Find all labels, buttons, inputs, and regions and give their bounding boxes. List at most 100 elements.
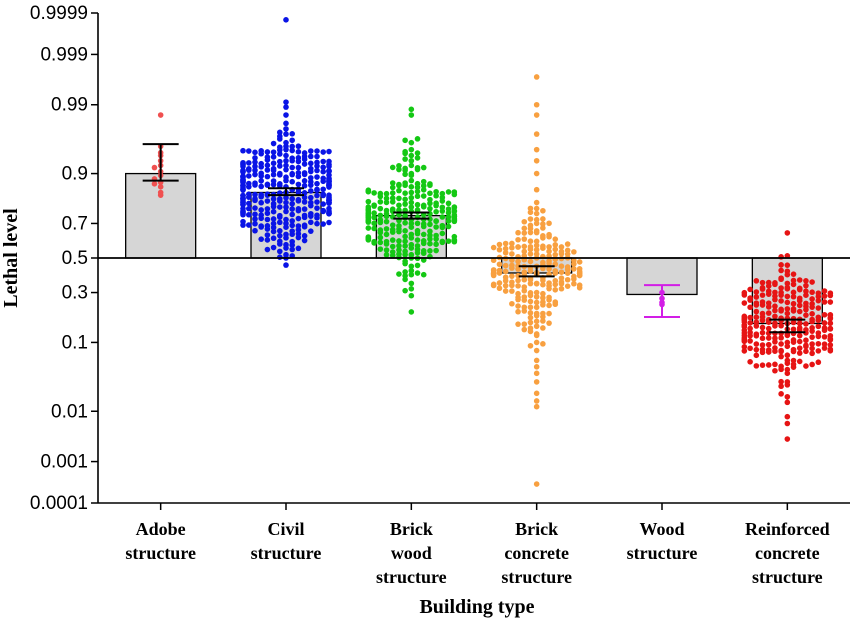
data-point	[439, 239, 446, 246]
data-point	[552, 236, 559, 242]
data-point	[747, 304, 753, 311]
data-point	[371, 214, 377, 221]
data-point	[753, 363, 760, 369]
data-point	[264, 149, 271, 155]
data-point	[295, 206, 302, 212]
data-point	[383, 195, 390, 202]
data-point	[408, 157, 415, 164]
data-point	[784, 293, 791, 300]
data-point	[326, 168, 332, 175]
data-point	[402, 251, 408, 258]
data-point	[439, 230, 446, 237]
data-point	[377, 190, 384, 197]
data-point	[289, 231, 296, 238]
data-point	[408, 189, 415, 196]
data-point	[252, 171, 258, 178]
data-point	[821, 293, 828, 299]
data-point	[772, 348, 778, 354]
data-point	[533, 289, 540, 296]
data-point	[402, 228, 408, 234]
data-point	[515, 303, 521, 309]
y-tick-label: 0.999	[40, 44, 88, 65]
data-point	[533, 331, 540, 337]
data-point	[414, 180, 421, 187]
data-point	[389, 190, 396, 196]
data-point	[420, 193, 427, 199]
data-point	[784, 366, 791, 373]
data-point	[778, 308, 784, 314]
data-point	[496, 280, 503, 286]
data-point	[396, 226, 402, 232]
data-point	[283, 194, 289, 201]
data-point	[371, 220, 377, 227]
data-point	[295, 196, 302, 203]
data-point	[289, 131, 296, 137]
data-point	[759, 329, 766, 336]
data-point	[283, 177, 289, 184]
data-point	[301, 170, 308, 176]
data-point	[753, 302, 760, 308]
data-point	[433, 188, 439, 195]
data-point	[445, 200, 452, 207]
data-point	[408, 172, 415, 179]
data-point	[445, 223, 452, 230]
data-point	[815, 305, 822, 311]
data-point	[433, 218, 439, 225]
data-point	[408, 267, 415, 274]
data-point	[540, 221, 546, 227]
data-point	[270, 149, 277, 155]
data-point	[283, 235, 289, 241]
data-point	[320, 175, 327, 182]
data-point	[314, 167, 320, 174]
data-point	[414, 207, 421, 213]
data-point	[402, 260, 408, 267]
data-point	[326, 148, 332, 155]
data-point	[765, 288, 772, 295]
bars-layer	[125, 172, 823, 325]
data-point	[784, 310, 791, 317]
data-point	[741, 348, 748, 354]
data-point	[552, 277, 559, 284]
data-point	[502, 277, 509, 284]
data-point	[552, 242, 559, 248]
data-point	[784, 262, 791, 268]
data-point	[571, 276, 577, 282]
category-label-3-0: Brick	[515, 519, 558, 539]
data-point	[420, 164, 427, 171]
data-point	[546, 320, 552, 326]
data-point	[784, 352, 791, 359]
data-point	[533, 205, 540, 212]
data-point	[365, 237, 372, 243]
data-point	[790, 348, 797, 355]
data-point	[803, 288, 809, 294]
data-point	[295, 223, 302, 229]
data-point	[533, 403, 540, 410]
data-point	[408, 245, 415, 251]
data-point	[270, 154, 277, 160]
data-point	[414, 262, 421, 269]
data-point	[759, 324, 766, 331]
data-point	[809, 316, 815, 323]
data-point	[521, 326, 528, 333]
data-point	[827, 348, 834, 354]
data-point	[796, 277, 803, 283]
data-point	[821, 299, 828, 305]
data-point	[778, 276, 784, 283]
data-point	[408, 280, 415, 287]
data-point	[377, 229, 384, 236]
data-point	[439, 190, 446, 197]
data-point	[314, 215, 320, 221]
data-point	[365, 204, 372, 210]
data-point	[502, 249, 509, 256]
data-point	[759, 335, 766, 342]
data-point	[433, 224, 439, 230]
data-point	[759, 310, 766, 317]
data-point	[402, 243, 408, 249]
data-point	[778, 262, 784, 268]
data-point	[270, 224, 277, 231]
data-point	[765, 341, 772, 348]
data-point	[258, 236, 265, 242]
data-point	[809, 341, 815, 347]
data-point	[502, 245, 509, 252]
data-point	[308, 148, 314, 154]
